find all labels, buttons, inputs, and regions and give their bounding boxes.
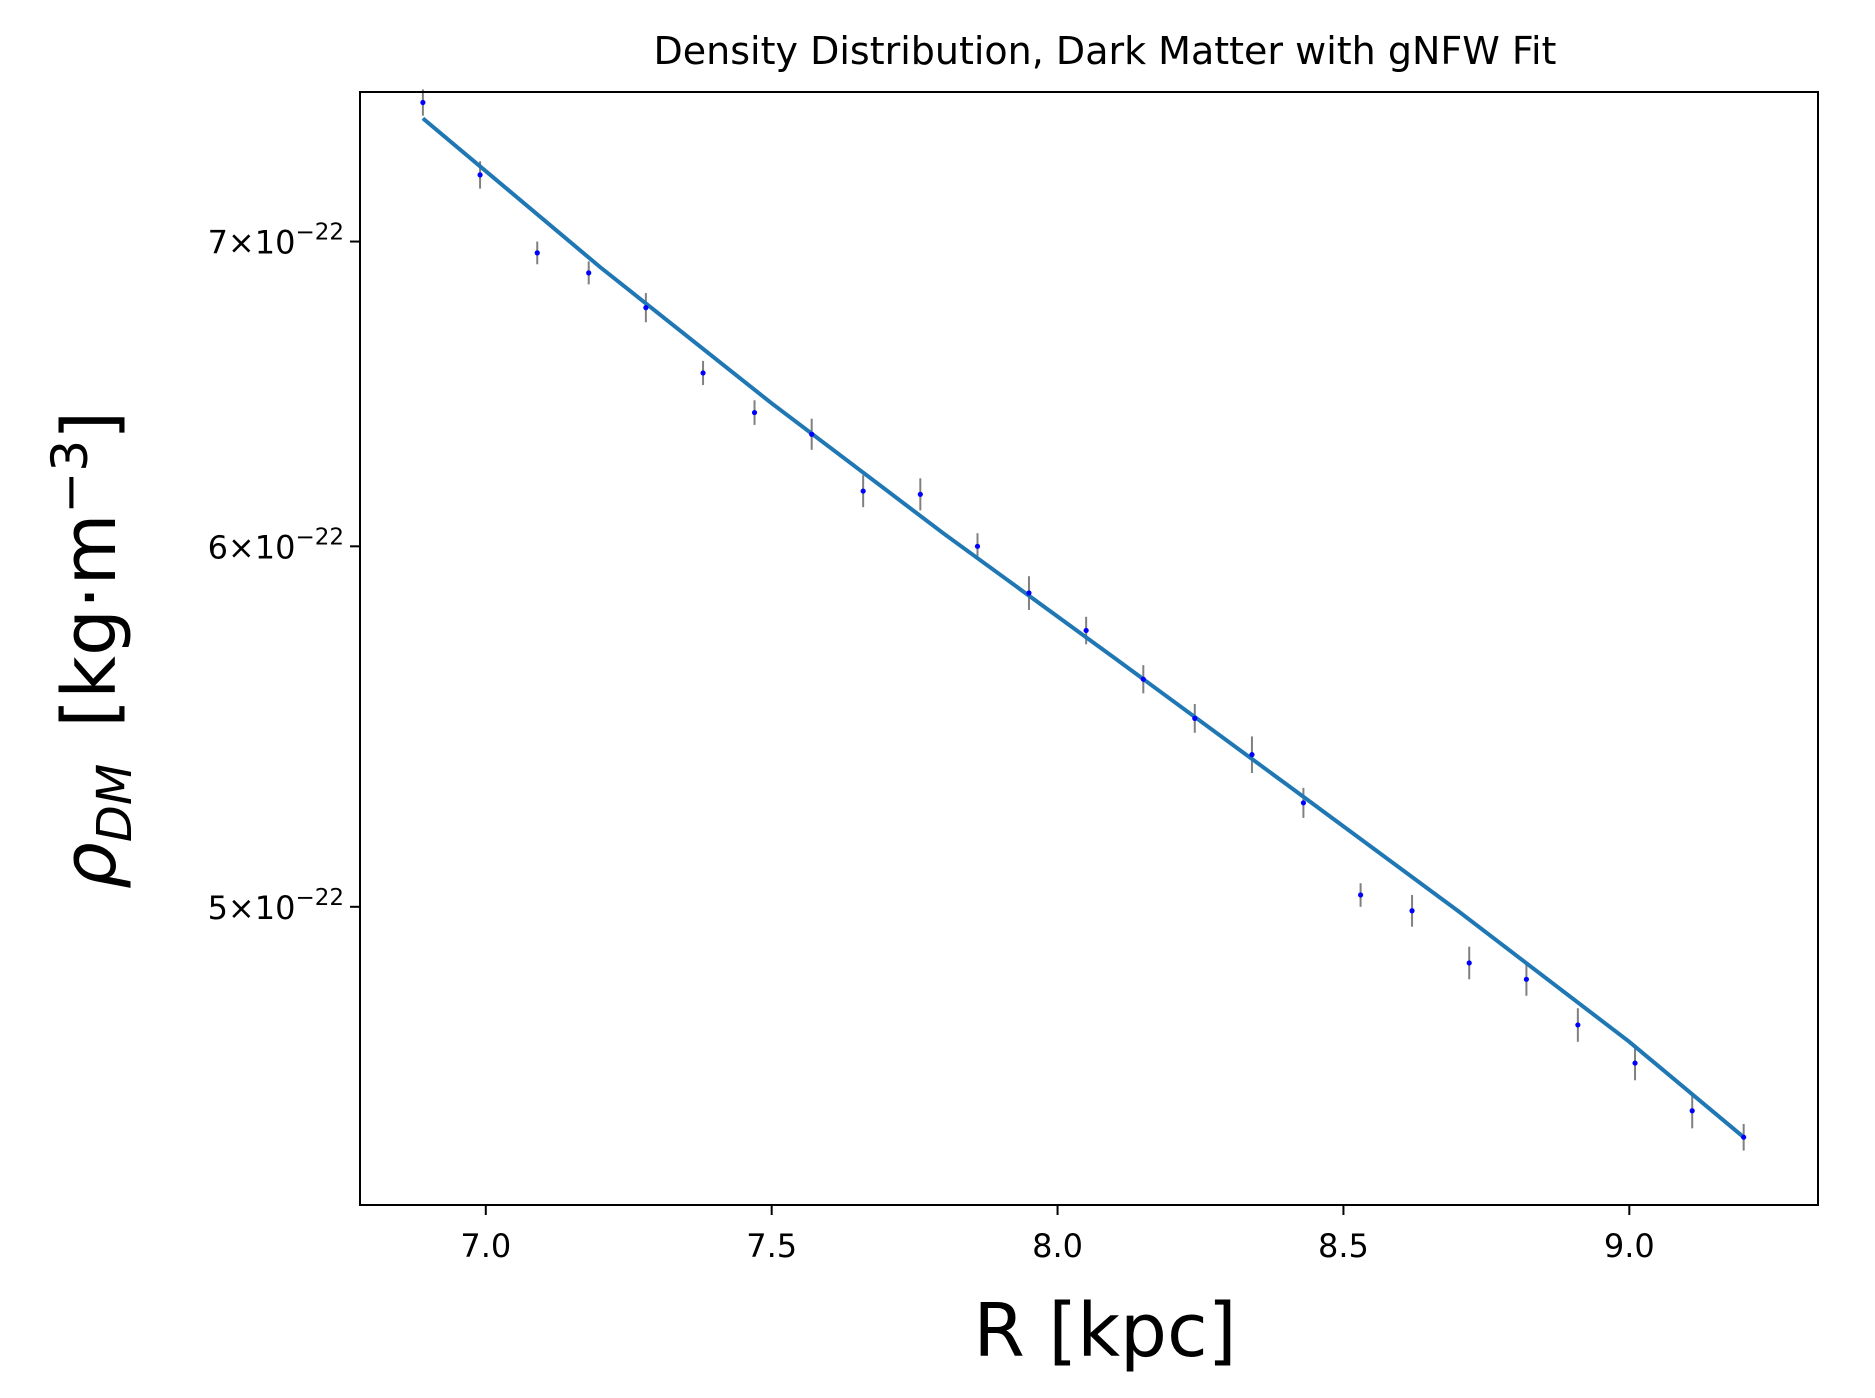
data-point <box>1523 976 1529 982</box>
x-axis-ticks: 7.0 7.5 8.0 8.5 9.0 <box>460 1205 1655 1265</box>
data-point <box>1300 800 1307 806</box>
y-axis-label-unit-exponent: −3 <box>41 440 99 514</box>
x-tick-label: 9.0 <box>1604 1227 1655 1265</box>
data-point <box>1357 892 1364 898</box>
y-axis-ticks: 5×10−226×10−227×10−22 <box>208 220 360 927</box>
data-point <box>809 431 815 437</box>
y-axis-label-unit: [kg·m <box>47 513 133 727</box>
data-point <box>700 370 706 376</box>
data-point <box>1140 676 1146 682</box>
gnfw-fit-line <box>421 116 1745 1139</box>
y-tick-label: 6×10−22 <box>208 524 344 566</box>
data-point <box>1689 1108 1695 1114</box>
x-axis-label: R [kpc] <box>973 1288 1236 1374</box>
y-axis-label-symbol: ρ <box>47 842 133 889</box>
data-point <box>586 270 592 276</box>
y-axis-label-unit-close: ] <box>47 411 133 440</box>
data-point <box>1409 908 1415 914</box>
x-tick-label: 7.5 <box>746 1227 797 1265</box>
y-tick-label: 7×10−22 <box>208 220 344 262</box>
y-tick-exponent: −22 <box>295 220 344 246</box>
x-tick-label: 8.0 <box>1032 1227 1083 1265</box>
data-point <box>1192 715 1198 721</box>
data-point <box>420 99 426 106</box>
y-tick-base: ×10 <box>228 224 296 262</box>
data-point <box>917 491 923 497</box>
data-point <box>751 409 758 416</box>
y-tick-exponent: −22 <box>295 524 344 550</box>
plot-area <box>420 89 1747 1151</box>
data-point <box>477 172 483 178</box>
data-point <box>974 543 981 549</box>
x-tick-label: 7.0 <box>460 1227 511 1265</box>
x-tick-label: 8.5 <box>1318 1227 1369 1265</box>
data-point <box>643 305 649 311</box>
data-point <box>1249 752 1255 758</box>
y-tick-base: ×10 <box>228 889 296 927</box>
data-point <box>1741 1134 1747 1140</box>
y-tick-mantissa: 7 <box>208 224 228 262</box>
y-tick-exponent: −22 <box>295 885 344 911</box>
y-tick-mantissa: 5 <box>208 889 228 927</box>
data-point <box>860 488 866 494</box>
data-point <box>1083 627 1089 634</box>
y-tick-base: ×10 <box>228 528 296 566</box>
data-point <box>1026 590 1032 596</box>
data-point <box>1575 1022 1581 1028</box>
data-point <box>1466 960 1472 966</box>
y-axis-label-subscript: DM <box>87 764 143 842</box>
y-tick-label: 5×10−22 <box>208 885 344 927</box>
data-point <box>534 250 540 256</box>
y-axis-label: ρDM [kg·m−3] <box>41 411 143 889</box>
data-point <box>1632 1060 1638 1066</box>
axes-frame <box>359 91 1819 1206</box>
y-tick-mantissa: 6 <box>208 528 228 566</box>
chart-title: Density Distribution, Dark Matter with g… <box>654 29 1557 73</box>
